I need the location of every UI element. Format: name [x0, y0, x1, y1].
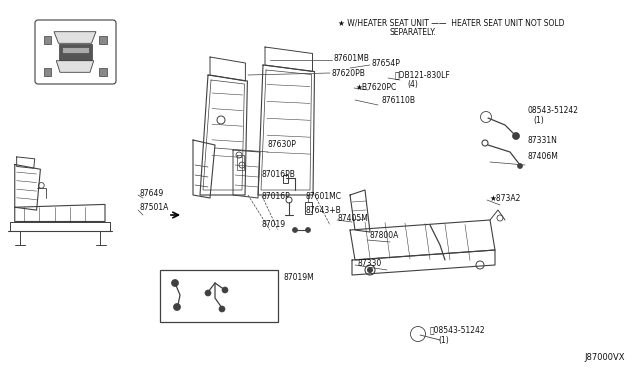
Polygon shape — [54, 32, 96, 43]
Text: 87800A: 87800A — [370, 231, 399, 240]
Text: 87019M: 87019M — [283, 273, 314, 282]
Text: (1): (1) — [533, 115, 544, 125]
Text: 87016PB: 87016PB — [262, 170, 296, 179]
Text: ★ W/HEATER SEAT UNIT ——  HEATER SEAT UNIT NOT SOLD: ★ W/HEATER SEAT UNIT —— HEATER SEAT UNIT… — [338, 18, 564, 27]
Text: ⒶDB121-830LF: ⒶDB121-830LF — [395, 71, 451, 80]
Text: 08543-51242: 08543-51242 — [527, 106, 578, 115]
Text: 87654P: 87654P — [372, 58, 401, 67]
Circle shape — [222, 287, 228, 293]
Text: 876110B: 876110B — [382, 96, 416, 105]
Circle shape — [482, 140, 488, 146]
Circle shape — [518, 164, 522, 169]
Polygon shape — [56, 61, 93, 72]
Text: 87405M: 87405M — [337, 214, 368, 222]
Bar — [305, 202, 312, 214]
Circle shape — [410, 327, 426, 341]
Text: ★873A2: ★873A2 — [490, 193, 522, 202]
Circle shape — [305, 228, 310, 232]
Text: (1): (1) — [438, 336, 449, 344]
Circle shape — [292, 228, 298, 232]
Circle shape — [367, 267, 372, 273]
Circle shape — [172, 279, 179, 286]
Bar — [61, 47, 88, 53]
Text: (4): (4) — [407, 80, 418, 89]
Text: 87019: 87019 — [262, 219, 286, 228]
Circle shape — [239, 162, 245, 168]
Circle shape — [217, 116, 225, 124]
Circle shape — [413, 329, 423, 339]
Circle shape — [513, 132, 520, 140]
Bar — [58, 44, 92, 60]
Text: 87330: 87330 — [358, 259, 382, 267]
Bar — [44, 68, 51, 76]
Circle shape — [286, 197, 292, 203]
FancyBboxPatch shape — [35, 20, 116, 84]
Text: 87331N: 87331N — [527, 135, 557, 144]
Circle shape — [497, 215, 503, 221]
Circle shape — [476, 261, 484, 269]
Text: 87649: 87649 — [140, 189, 164, 198]
Circle shape — [365, 265, 375, 275]
Circle shape — [236, 152, 242, 158]
Text: 87620PB: 87620PB — [332, 68, 366, 77]
Circle shape — [173, 304, 180, 311]
Text: 87601MC: 87601MC — [305, 192, 341, 201]
Text: SEPARATELY.: SEPARATELY. — [390, 28, 436, 37]
Circle shape — [38, 183, 44, 188]
Bar — [283, 175, 288, 183]
Circle shape — [483, 113, 490, 121]
Text: 87406M: 87406M — [527, 151, 558, 160]
Text: 87630P: 87630P — [268, 140, 297, 148]
Text: Ⓝ08543-51242: Ⓝ08543-51242 — [430, 326, 486, 334]
Bar — [44, 36, 51, 44]
Circle shape — [205, 290, 211, 296]
Circle shape — [481, 112, 492, 122]
Text: 87601MB: 87601MB — [334, 54, 370, 62]
Text: ★B7620PC: ★B7620PC — [355, 83, 396, 92]
Bar — [160, 270, 278, 322]
Text: 87501A: 87501A — [140, 202, 170, 212]
Text: 87643+B: 87643+B — [305, 205, 340, 215]
Bar — [99, 36, 106, 44]
Circle shape — [219, 306, 225, 312]
Text: 87016P: 87016P — [262, 192, 291, 201]
Text: J87000VX: J87000VX — [584, 353, 625, 362]
Bar — [99, 68, 106, 76]
